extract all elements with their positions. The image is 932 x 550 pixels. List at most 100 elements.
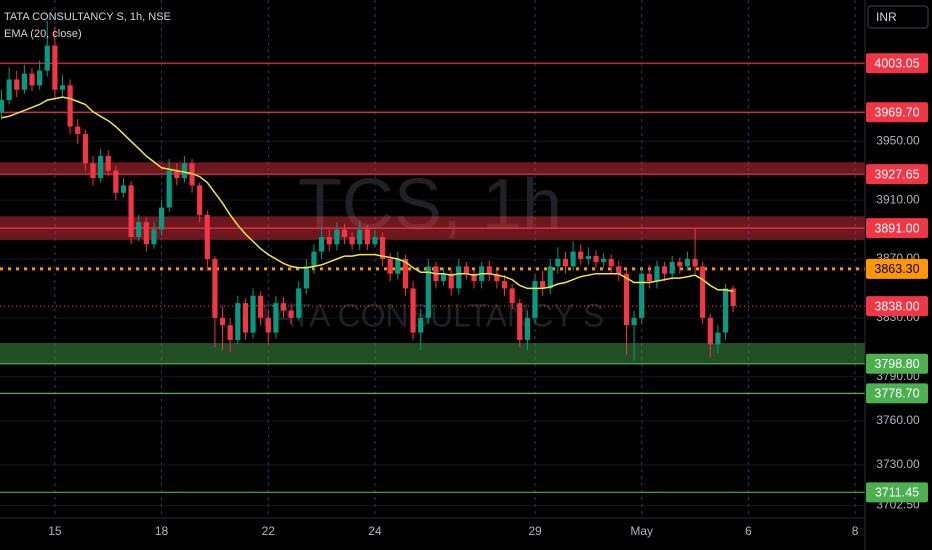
candle-body bbox=[143, 222, 149, 245]
x-tick-label: 8 bbox=[852, 524, 859, 538]
candle-body bbox=[425, 266, 431, 318]
level-label-box bbox=[866, 353, 928, 374]
candle-body bbox=[319, 236, 325, 252]
candle-body bbox=[372, 236, 378, 245]
candle-body bbox=[532, 281, 538, 318]
candle-body bbox=[661, 266, 668, 274]
candle-body bbox=[456, 266, 462, 289]
candle-body bbox=[181, 163, 188, 179]
candle-body bbox=[14, 79, 20, 90]
candle-body bbox=[349, 236, 355, 245]
candle-body bbox=[684, 259, 691, 267]
candle-body bbox=[578, 251, 584, 259]
candle-body bbox=[67, 85, 73, 127]
candle-body bbox=[410, 288, 416, 333]
candle-body bbox=[250, 295, 256, 333]
candle-body bbox=[113, 170, 119, 193]
candle-body bbox=[21, 73, 27, 90]
candle-body bbox=[166, 170, 172, 208]
candle-body bbox=[448, 273, 454, 289]
candle-body bbox=[90, 163, 96, 179]
candle-body bbox=[402, 259, 409, 289]
candle-body bbox=[639, 273, 645, 318]
currency[interactable]: INR bbox=[876, 10, 897, 24]
candle-body bbox=[395, 259, 401, 274]
level-label: 3778.70 bbox=[874, 387, 919, 401]
candle-body bbox=[677, 261, 683, 267]
candle-body bbox=[379, 236, 386, 259]
candle-body bbox=[593, 256, 599, 262]
y-tick-label: 3950.00 bbox=[876, 133, 920, 147]
candle-body bbox=[540, 281, 546, 289]
candle-body bbox=[570, 251, 576, 267]
candle-body bbox=[158, 207, 165, 230]
candle-body bbox=[242, 303, 249, 333]
x-tick-label: 24 bbox=[368, 524, 382, 538]
y-tick-label: 3910.00 bbox=[876, 192, 920, 206]
candle-body bbox=[524, 317, 530, 340]
candles bbox=[0, 20, 736, 361]
candle-body bbox=[212, 259, 218, 318]
candle-body bbox=[265, 317, 271, 333]
candle-body bbox=[623, 273, 630, 326]
candle-body bbox=[37, 70, 43, 86]
candle-body bbox=[730, 288, 736, 307]
x-tick-label: 6 bbox=[745, 524, 752, 538]
candle-body bbox=[197, 185, 203, 215]
candle-body bbox=[120, 185, 127, 193]
candle-body bbox=[174, 170, 180, 179]
candle-body bbox=[509, 288, 515, 304]
currency-box[interactable] bbox=[867, 5, 929, 29]
level-label-box bbox=[866, 102, 928, 123]
level-label: 4003.05 bbox=[874, 57, 919, 71]
candle-body bbox=[258, 295, 264, 318]
y-tick-label: 3760.00 bbox=[876, 413, 920, 427]
legend-entry: EMA (20, close) bbox=[4, 28, 82, 40]
candle-body bbox=[669, 261, 675, 274]
x-tick-label: 22 bbox=[262, 524, 276, 538]
level-label: 3927.65 bbox=[874, 167, 919, 181]
candle-body bbox=[6, 79, 12, 101]
x-tick-label: May bbox=[630, 524, 653, 538]
candle-body bbox=[707, 317, 713, 345]
candle-body bbox=[692, 259, 698, 267]
candle-body bbox=[547, 266, 553, 289]
level-label: 3863.30 bbox=[874, 262, 919, 276]
candle-body bbox=[97, 155, 104, 179]
candle-body bbox=[151, 229, 157, 245]
candle-body bbox=[303, 266, 309, 289]
zone bbox=[0, 162, 865, 175]
level-label-box bbox=[866, 383, 928, 404]
candle-body bbox=[562, 259, 569, 267]
ema-line bbox=[1, 96, 734, 293]
candle-body bbox=[722, 288, 729, 333]
candle-body bbox=[136, 222, 142, 237]
candle-body bbox=[387, 259, 393, 274]
candle-body bbox=[700, 266, 706, 318]
candle-body bbox=[128, 185, 134, 237]
candle-body bbox=[227, 325, 233, 340]
candle-body bbox=[52, 45, 58, 90]
candle-body bbox=[585, 256, 591, 259]
candle-body bbox=[364, 229, 370, 245]
candle-body bbox=[273, 303, 279, 333]
levels bbox=[0, 62, 865, 493]
candle-body bbox=[75, 126, 81, 134]
level-label: 3838.00 bbox=[874, 299, 919, 313]
x-tick-label: 18 bbox=[155, 524, 169, 538]
candle-body bbox=[471, 273, 477, 282]
candle-body bbox=[715, 332, 721, 345]
candle-body bbox=[616, 266, 622, 274]
level-label-box bbox=[866, 258, 928, 279]
candle-body bbox=[646, 273, 652, 282]
candle-body bbox=[326, 236, 332, 245]
level-label: 3891.00 bbox=[874, 221, 919, 235]
candle-body bbox=[280, 303, 287, 311]
candle-body bbox=[204, 214, 210, 259]
candle-body bbox=[105, 155, 111, 171]
level-label-box bbox=[866, 296, 928, 317]
level-label: 3711.45 bbox=[875, 486, 919, 500]
candle-body bbox=[608, 259, 614, 267]
candle-body bbox=[341, 229, 348, 237]
